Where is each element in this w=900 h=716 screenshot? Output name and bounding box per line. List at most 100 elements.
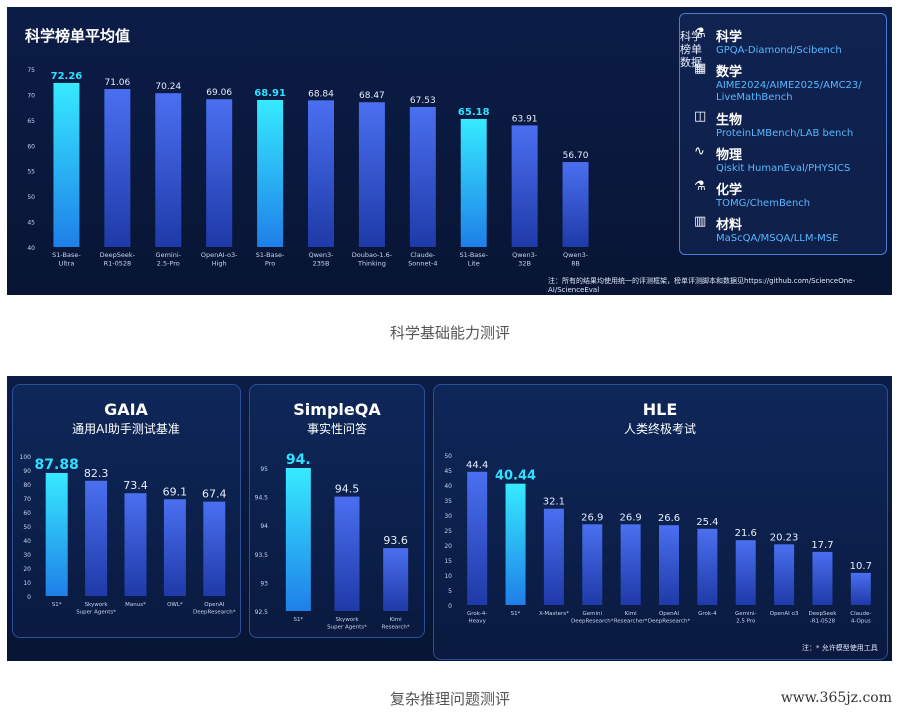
bar	[53, 82, 80, 247]
watermark: www.365jz.com	[780, 690, 892, 706]
bar	[285, 468, 311, 611]
legend-benchmarks: AIME2024/AIME2025/AMC23/ LiveMathBench	[716, 80, 862, 103]
bar	[206, 99, 233, 248]
category-label: Qwen3-235B	[308, 251, 334, 268]
bar	[505, 483, 526, 605]
data-label: 87.88	[35, 457, 79, 473]
y-tick-label: 70	[23, 496, 31, 503]
data-label: 63.91	[512, 114, 538, 124]
bar	[582, 524, 603, 605]
data-label: 44.4	[466, 460, 488, 471]
bar	[774, 544, 795, 605]
category-label: Gemini-2.5-Pro	[156, 251, 182, 268]
legend-item: ◫ 生物 ProteinLMBench/LAB bench	[694, 109, 854, 140]
data-label: 17.7	[811, 540, 833, 551]
legend-item: ∿ 物理 Qiskit HumanEval/PHYSICS	[694, 144, 850, 175]
bar	[562, 162, 589, 247]
data-label: 67.4	[202, 488, 227, 501]
bar	[124, 493, 147, 596]
category-label: OWL*	[167, 602, 183, 608]
bar	[334, 496, 360, 611]
y-tick-label: 45	[444, 468, 452, 475]
chart-title: HLE	[643, 400, 678, 419]
gaia-panel: GAIA 通用AI助手测试基准 0 10 20 30 40 50 60 70 80 90 100 87.8…	[12, 384, 241, 638]
y-tick-label: 94.5	[255, 495, 269, 502]
category-label: OpenAI DeepResearch*	[648, 611, 691, 625]
y-tick-label: 90	[23, 468, 31, 475]
hle-panel: HLE 人类终极考试 0 5 10 15 20 25 30 35 40 45 50 44.4 Grok-4-…	[433, 384, 888, 660]
data-label: 70.24	[155, 82, 181, 92]
y-tick-label: 70	[27, 92, 35, 99]
category-label: Qwen3-32B	[512, 251, 538, 268]
science-chart-panel: 科学榜单平均值 40 45 50 55 60 65 70 75 72.26 S1-Base-Ultr…	[7, 7, 892, 295]
y-tick-label: 80	[23, 482, 31, 489]
data-label: 21.6	[735, 528, 757, 539]
category-label: Gemini DeepResearch*	[571, 611, 614, 625]
category-label: Claude-Sonnet-4	[408, 251, 437, 268]
y-tick-label: 60	[23, 510, 31, 517]
category-label: Gemini-2.5 Pro	[735, 611, 757, 625]
category-label: S1*	[293, 617, 303, 623]
y-tick-label: 40	[23, 538, 31, 545]
flask-icon: ⚗	[694, 26, 706, 41]
y-tick-label: 50	[444, 453, 452, 460]
category-label: Grok-4	[698, 611, 717, 617]
legend-benchmarks: TOMG/ChemBench	[716, 198, 811, 209]
legend-benchmarks: ProteinLMBench/LAB bench	[716, 128, 854, 139]
bar	[850, 572, 871, 605]
y-tick-label: 93	[260, 580, 268, 587]
bar	[104, 89, 131, 247]
data-label: 69.1	[163, 485, 188, 498]
data-label: 72.26	[51, 71, 83, 82]
y-tick-label: 0	[27, 594, 31, 601]
category-label: Skywork Super Agents*	[327, 617, 367, 631]
legend-benchmarks: GPQA-Diamond/Scibench	[716, 45, 842, 56]
y-tick-label: 65	[27, 118, 35, 125]
category-label: OpenAI o3	[770, 611, 799, 617]
category-label: S1-Base-Ultra	[52, 251, 81, 268]
data-label: 40.44	[495, 469, 536, 484]
legend-vertical-title: 科学榜单数据	[680, 30, 702, 69]
footnote: 注：所有的结果均使用统一的评测框架，榜单评测脚本和数据见https://gith…	[548, 277, 855, 294]
data-label: 26.6	[658, 513, 680, 524]
simpleqa-panel: SimpleQA 事实性问答 92.5 93 93.5 94 94.5 95 94. S1* 94.…	[249, 384, 425, 638]
wave-icon: ∿	[694, 144, 705, 159]
legend-subject: 数学	[716, 65, 743, 80]
data-label: 56.70	[563, 151, 589, 161]
bar	[697, 528, 718, 605]
reasoning-chart-panel: GAIA 通用AI助手测试基准 0 10 20 30 40 50 60 70 80 90 100 87.8…	[7, 376, 892, 661]
bar	[659, 525, 679, 605]
hle-bar-chart: HLE 人类终极考试 0 5 10 15 20 25 30 35 40 45 50 44.4 Grok-4-…	[444, 400, 872, 625]
bar	[358, 102, 385, 247]
legend-item: ⚗ 科学 GPQA-Diamond/Scibench	[694, 26, 842, 57]
category-label: Claude-4-Opus	[850, 611, 871, 625]
y-tick-label: 50	[27, 194, 35, 201]
legend-subject: 生物	[716, 113, 743, 128]
legend-subject: 科学	[716, 30, 743, 45]
hle-footnote: 注：* 允许模型使用工具	[802, 644, 878, 652]
data-label: 20.23	[770, 532, 799, 543]
data-label: 32.1	[543, 497, 565, 508]
legend-subject: 材料	[716, 218, 743, 233]
y-tick-label: 10	[23, 580, 31, 587]
bar	[467, 471, 488, 605]
bar	[163, 499, 186, 596]
simpleqa-bar-chart: SimpleQA 事实性问答 92.5 93 93.5 94 94.5 95 94. S1* 94.…	[255, 400, 410, 631]
y-tick-label: 20	[23, 566, 31, 573]
bar	[812, 551, 833, 605]
data-label: 25.4	[696, 517, 718, 528]
bar	[155, 93, 182, 247]
data-label: 69.06	[206, 88, 232, 98]
bar	[257, 99, 284, 247]
science-bar-chart: 科学榜单平均值 40 45 50 55 60 65 70 75 72.26 S1-Base-Ultr…	[25, 27, 589, 268]
gaia-bar-chart: GAIA 通用AI助手测试基准 0 10 20 30 40 50 60 70 80 90 100 87.8…	[20, 400, 236, 616]
legend-subject: 物理	[716, 148, 743, 163]
data-label: 26.9	[581, 512, 603, 523]
y-tick-label: 0	[448, 603, 452, 610]
y-tick-label: 20	[444, 543, 452, 550]
bar	[460, 118, 487, 247]
category-label: Skywork Super Agents*	[76, 602, 116, 616]
y-tick-label: 30	[23, 552, 31, 559]
chart-subtitle: 通用AI助手测试基准	[72, 421, 180, 436]
category-label: Manus*	[125, 602, 146, 608]
